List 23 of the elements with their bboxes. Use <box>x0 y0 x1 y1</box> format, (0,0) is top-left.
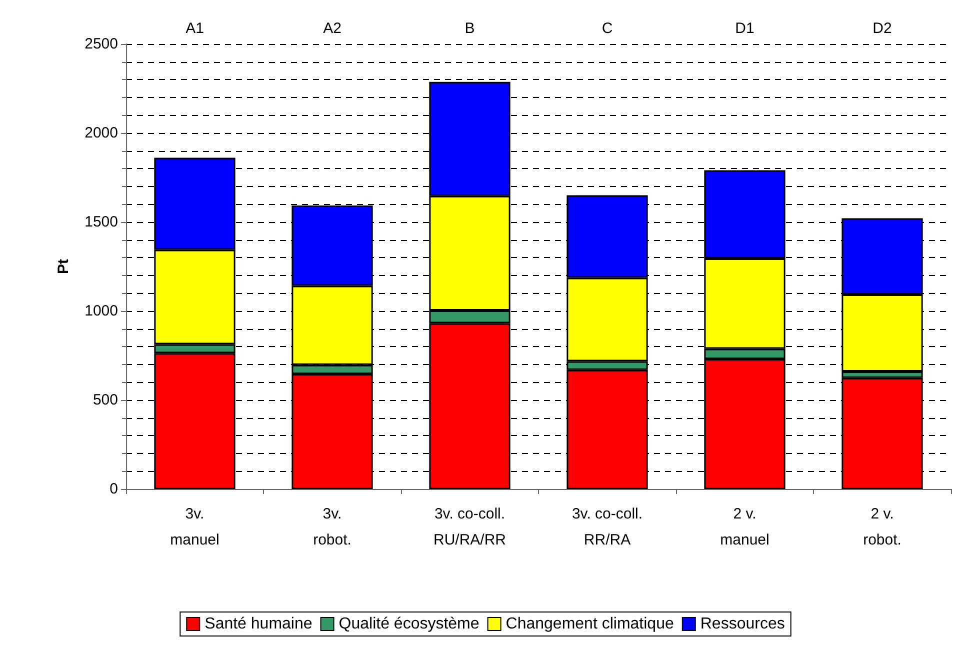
x-tick-label: 3v. co-coll. RR/RA <box>572 506 643 548</box>
legend-label: Changement climatique <box>506 616 674 632</box>
legend-label: Qualité écosystème <box>338 616 480 632</box>
x-tick-label: 2 v. robot. <box>863 506 902 548</box>
x-tick-label: 3v. co-coll. RU/RA/RR <box>433 506 506 548</box>
text: D2 <box>872 20 892 37</box>
y-tick-label: 2500 <box>84 36 118 52</box>
text: A1 <box>186 20 204 37</box>
legend-label: Santé humaine <box>204 616 312 632</box>
y-tick-label: 0 <box>110 480 118 498</box>
y-axis-title: Pt <box>55 258 72 274</box>
text: B <box>464 20 475 37</box>
legend-label: Ressources <box>700 616 785 632</box>
x-tick-label: 3v. manuel <box>170 506 220 548</box>
y-tick-label: 2000 <box>84 124 118 142</box>
y-tick-label: 1000 <box>84 302 118 320</box>
x-tick-label: 3v. robot. <box>313 506 352 548</box>
text: D1 <box>735 20 754 37</box>
x-tick-label: 2 v. manuel <box>720 506 770 548</box>
y-tick-label: 1500 <box>84 214 118 230</box>
y-tick-label: 500 <box>92 392 118 408</box>
text: C <box>602 20 613 37</box>
text: A2 <box>323 20 342 37</box>
